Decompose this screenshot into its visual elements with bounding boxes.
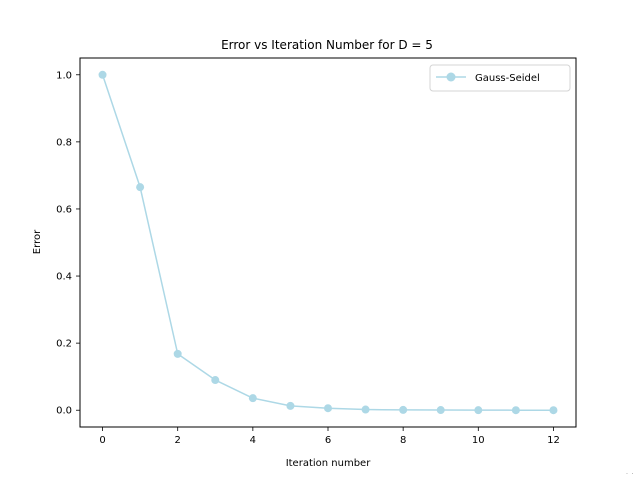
x-tick-label: 2 [175,435,181,446]
data-point [98,70,107,79]
data-point [511,406,520,415]
y-tick-label: 0.6 [56,204,72,215]
data-point [361,405,370,414]
data-point [173,349,182,358]
data-point [399,405,408,414]
x-tick-label: 8 [400,435,406,446]
x-tick-label: 6 [325,435,331,446]
x-axis-label: Iteration number [286,458,372,469]
y-tick-label: 1.0 [56,70,72,81]
plot-background [80,58,576,427]
y-tick-label: 0.4 [56,272,72,283]
data-point [211,376,220,385]
y-tick-label: 0.8 [56,137,72,148]
legend-box [429,64,571,92]
x-tick-label: 10 [472,435,485,446]
x-tick-label: 4 [250,435,256,446]
data-point [436,406,445,415]
data-point [549,406,558,415]
series-layer [98,70,558,415]
y-tick-label: 0.0 [56,406,72,417]
y-tick-label: 0.2 [56,339,72,350]
plot-area [79,57,577,428]
legend-label-gauss-seidel: Gauss-Seidel [475,73,540,84]
data-point [474,406,483,415]
x-tick-label: 0 [99,435,105,446]
chart-title: Error vs Iteration Number for D = 5 [221,38,433,52]
legend-marker-swatch [446,72,456,82]
y-axis-label: Error [32,229,43,254]
data-point [248,394,257,403]
x-tick-label: 12 [547,435,560,446]
watermark-mark: · · [625,470,634,478]
y-axis: 0.0 0.2 0.4 0.6 0.8 1.0 [56,70,80,417]
legend: Gauss-Seidel [429,64,571,92]
x-axis: 0 2 4 6 8 10 12 [99,427,560,446]
data-point [136,183,145,192]
data-point [324,404,332,413]
data-point [286,401,295,410]
